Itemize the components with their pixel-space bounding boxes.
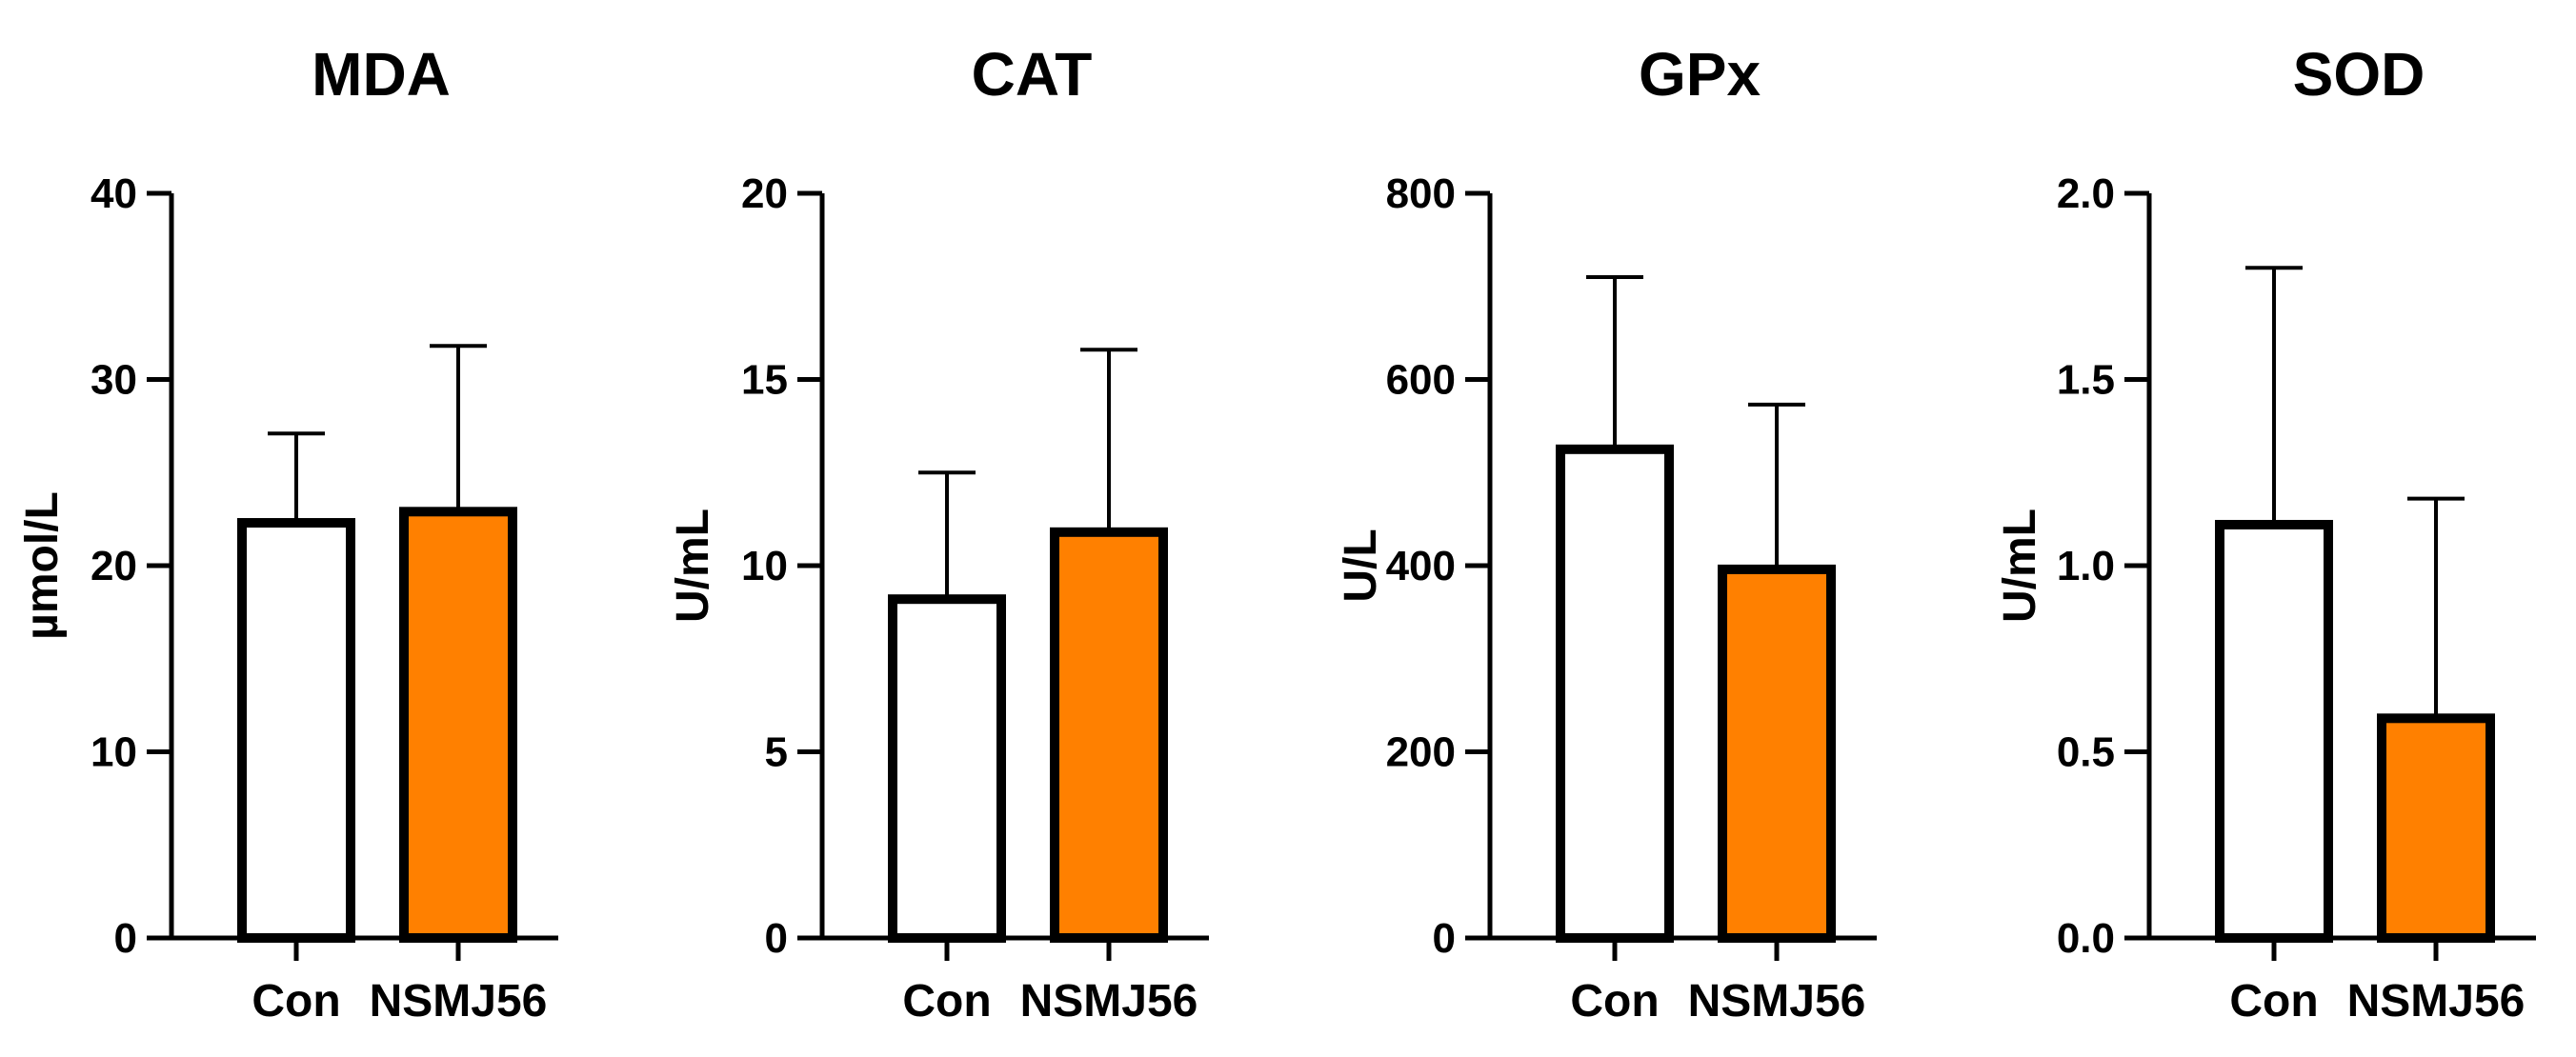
y-tick-label: 15 (741, 357, 788, 404)
y-tick-label: 400 (1386, 543, 1456, 589)
chart-title: GPx (1639, 40, 1761, 109)
x-tick-label: NSMJ56 (1020, 976, 1198, 1027)
bar-con (1556, 444, 1674, 943)
y-tick-label: 10 (91, 729, 137, 776)
x-tick-label: Con (252, 976, 340, 1027)
bar-nsmj56 (1050, 527, 1168, 943)
y-tick-label: 10 (741, 543, 788, 589)
y-tick-label: 600 (1386, 357, 1456, 404)
y-tick-label: 0 (765, 915, 788, 962)
chart-panel-sod: 0.0 0.5 1.0 1.5 2.0 Con NSMJ56 SOD U/mL (1995, 40, 2536, 1027)
x-tick-label: NSMJ56 (2347, 976, 2526, 1027)
bar-nsmj56 (2377, 713, 2495, 943)
x-tick-label: Con (2229, 976, 2318, 1027)
y-axis-label: U/mL (1995, 509, 2045, 623)
bar-nsmj56 (1718, 564, 1836, 943)
y-tick-label: 20 (91, 543, 137, 589)
bar-con (237, 518, 355, 943)
y-axis-label: U/L (1336, 528, 1386, 602)
y-tick-label: 0.0 (2057, 915, 2115, 962)
y-tick-label: 0 (114, 915, 137, 962)
y-tick-label: 0.5 (2057, 729, 2115, 776)
y-tick-label: 0 (1433, 915, 1456, 962)
y-axis-label: µmol/L (17, 491, 68, 640)
chart-title: SOD (2293, 40, 2425, 109)
x-tick-label: Con (902, 976, 991, 1027)
chart-panel-cat: 0 5 10 15 20 Con NSMJ56 CAT U/mL (668, 40, 1209, 1027)
y-tick-label: 40 (91, 170, 137, 217)
chart-panel-gpx: 0 200 400 600 800 Con NSMJ56 GPx U/L (1336, 40, 1877, 1027)
bar-nsmj56 (399, 507, 517, 943)
y-tick-label: 1.5 (2057, 357, 2115, 404)
chart-panel-mda: 0 10 20 30 40 Con NSMJ56 MDA µmol/L (17, 40, 558, 1027)
chart-title: CAT (972, 40, 1093, 109)
chart-title: MDA (312, 40, 451, 109)
y-tick-label: 1.0 (2057, 543, 2115, 589)
bar-con (2215, 519, 2333, 943)
y-tick-label: 5 (765, 729, 788, 776)
x-tick-label: NSMJ56 (1688, 976, 1866, 1027)
x-tick-label: Con (1570, 976, 1659, 1027)
y-tick-label: 200 (1386, 729, 1456, 776)
y-tick-label: 2.0 (2057, 170, 2115, 217)
y-axis-label: U/mL (668, 509, 718, 623)
x-tick-label: NSMJ56 (370, 976, 548, 1027)
y-tick-label: 20 (741, 170, 788, 217)
bar-con (888, 594, 1006, 943)
y-tick-label: 800 (1386, 170, 1456, 217)
y-tick-label: 30 (91, 357, 137, 404)
